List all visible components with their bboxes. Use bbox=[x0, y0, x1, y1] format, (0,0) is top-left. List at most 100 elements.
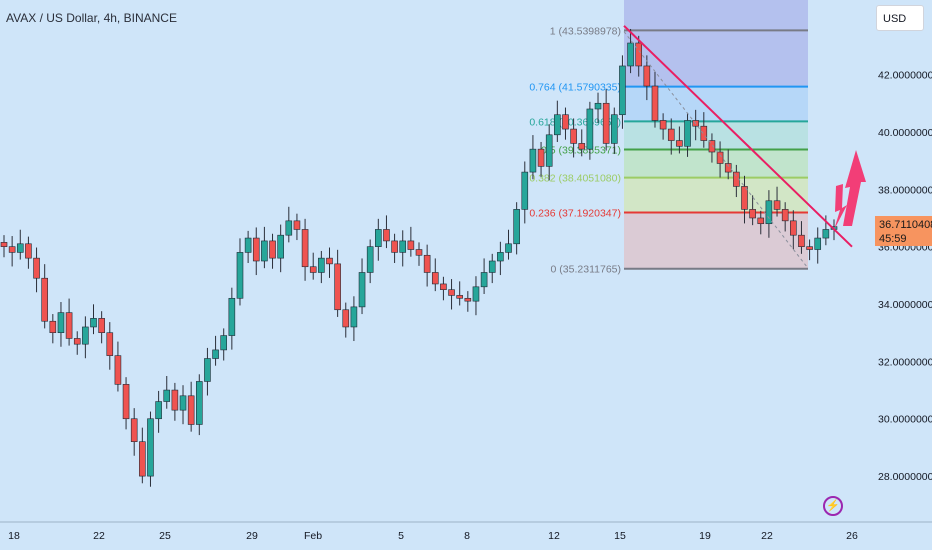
fib-level-label: 0 (35.2311765) bbox=[551, 264, 621, 276]
fib-retracement[interactable] bbox=[624, 0, 808, 269]
candle-body bbox=[57, 312, 65, 334]
trendline bbox=[623, 25, 853, 248]
candle-body bbox=[366, 246, 374, 273]
candle-body bbox=[0, 242, 8, 247]
time-tick-label: Feb bbox=[304, 530, 322, 542]
fib-level-label: 0.236 (37.1920347) bbox=[529, 207, 621, 219]
fib-level-label: 1 (43.5398978) bbox=[550, 25, 621, 37]
candle-body bbox=[708, 140, 716, 153]
candle-body bbox=[106, 332, 114, 356]
fib-zone bbox=[624, 212, 808, 269]
candle-body bbox=[790, 220, 797, 236]
candle-body bbox=[228, 297, 236, 336]
candle-body bbox=[342, 309, 350, 328]
candle-body bbox=[350, 306, 358, 328]
time-tick-label: 5 bbox=[398, 530, 404, 542]
candlestick-series[interactable] bbox=[0, 28, 838, 487]
candle-body bbox=[488, 260, 496, 273]
candle-body bbox=[667, 128, 675, 141]
candle-body bbox=[82, 326, 89, 345]
candle-body bbox=[415, 249, 423, 256]
candle-body bbox=[261, 240, 268, 262]
candle-body bbox=[130, 418, 138, 442]
lightning-icon[interactable]: ⚡ bbox=[823, 496, 843, 516]
candle-body bbox=[212, 349, 219, 359]
candle-body bbox=[33, 257, 40, 279]
candle-body bbox=[293, 220, 301, 230]
candle-body bbox=[431, 272, 439, 285]
candle-body bbox=[570, 128, 577, 144]
candle-body bbox=[155, 401, 162, 420]
candle-body bbox=[179, 395, 187, 411]
last-price-value: 36.7110408 bbox=[879, 219, 932, 231]
time-tick-label: 29 bbox=[246, 530, 258, 542]
candle-body bbox=[619, 65, 626, 116]
candle-body bbox=[537, 148, 545, 167]
candle-body bbox=[594, 102, 602, 110]
last-price-label: 36.7110408 45:59 bbox=[875, 216, 932, 246]
candle-body bbox=[375, 229, 382, 247]
candle-body bbox=[16, 243, 24, 253]
candle-body bbox=[554, 114, 561, 136]
candle-body bbox=[318, 257, 325, 273]
fib-zone bbox=[624, 0, 808, 87]
arrow-up-icon bbox=[834, 184, 847, 230]
candle-body bbox=[244, 237, 252, 253]
candle-body bbox=[309, 266, 317, 273]
fib-level-label: 0.382 (38.4051080) bbox=[529, 173, 621, 185]
candle-body bbox=[610, 114, 618, 144]
candle-body bbox=[147, 418, 154, 477]
currency-button[interactable]: USD bbox=[876, 5, 924, 31]
price-tick-label: 38.0000000 bbox=[878, 184, 932, 196]
fib-zone bbox=[624, 177, 808, 213]
candle-body bbox=[806, 246, 813, 250]
candle-body bbox=[301, 229, 309, 268]
candle-body bbox=[456, 295, 463, 299]
candle-body bbox=[440, 283, 447, 290]
time-tick-label: 26 bbox=[846, 530, 858, 542]
price-tick-label: 34.0000000 bbox=[878, 299, 932, 311]
candle-body bbox=[236, 252, 244, 299]
time-axis[interactable]: 18 22 25 29 Feb 5 8 12 15 19 22 26 bbox=[0, 521, 932, 542]
candle-body bbox=[814, 237, 822, 250]
candle-body bbox=[472, 286, 480, 302]
candle-body bbox=[204, 358, 211, 382]
candle-body bbox=[781, 209, 789, 222]
candle-body bbox=[635, 42, 643, 67]
candle-body bbox=[643, 65, 651, 87]
candle-body bbox=[749, 209, 756, 219]
candle-body bbox=[407, 240, 415, 250]
candle-body bbox=[49, 320, 57, 334]
candle-body bbox=[195, 381, 203, 425]
price-tick-label: 28.0000000 bbox=[878, 471, 932, 483]
candle-body bbox=[90, 318, 97, 328]
candle-body bbox=[521, 171, 529, 210]
candle-body bbox=[220, 335, 228, 351]
candle-body bbox=[562, 114, 569, 130]
candle-body bbox=[326, 257, 333, 265]
candle-body bbox=[586, 108, 594, 150]
price-tick-label: 42.0000000 bbox=[878, 70, 932, 82]
price-axis[interactable]: 42.000000040.000000038.000000036.0000000… bbox=[866, 0, 932, 522]
symbol-title: AVAX / US Dollar, 4h, BINANCE bbox=[6, 11, 177, 25]
candle-body bbox=[358, 272, 366, 308]
candle-body bbox=[716, 151, 724, 164]
candle-body bbox=[25, 243, 32, 259]
candle-body bbox=[545, 134, 553, 167]
candle-body bbox=[423, 254, 431, 273]
candle-body bbox=[277, 234, 284, 259]
candle-body bbox=[334, 263, 341, 311]
time-tick-label: 8 bbox=[464, 530, 470, 542]
candle-body bbox=[163, 389, 171, 402]
fib-level-label: 0.764 (41.5790335) bbox=[529, 82, 621, 94]
candle-body bbox=[480, 272, 488, 288]
candle-body bbox=[383, 229, 390, 242]
arrow-up-icon bbox=[843, 150, 866, 226]
candle-body bbox=[651, 85, 659, 121]
time-tick-label: 25 bbox=[159, 530, 171, 542]
candle-body bbox=[399, 240, 407, 253]
time-tick-label: 19 bbox=[699, 530, 711, 542]
candle-body bbox=[505, 243, 512, 253]
